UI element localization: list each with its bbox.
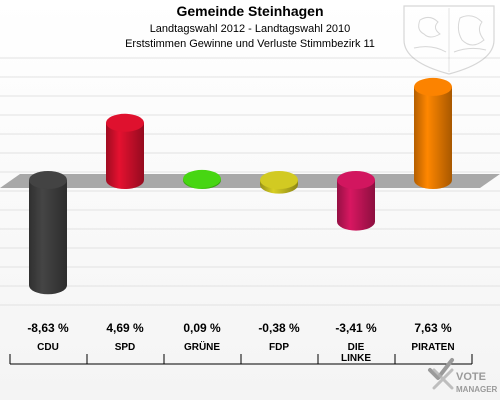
chart-subtitle-1: Landtagswahl 2012 - Landtagswahl 2010 [150,23,351,35]
logo-text-vote: VOTE [456,371,486,383]
bar-top-cap [414,77,452,96]
category-label: LINKE [341,353,371,364]
grid-lines [0,57,500,306]
bar-top-cap [260,171,298,189]
bar-grüne [183,169,221,189]
value-label: -8,63 % [27,321,69,335]
value-label: 0,09 % [183,321,221,335]
category-label: PIRATEN [411,342,454,353]
category-label: CDU [37,342,59,353]
bar-body [106,122,144,189]
bar-top-cap [106,113,144,132]
bar-piraten [414,77,452,189]
bar-body [414,86,452,189]
bar-body [337,180,375,231]
value-label: 4,69 % [106,321,144,335]
bar-die-linke [337,171,375,231]
bar-spd [106,113,144,189]
chart-title: Gemeinde Steinhagen [176,3,323,19]
bar-fdp [260,171,298,194]
vote-manager-logo: VOTE MANAGER [428,358,498,394]
value-label: 7,63 % [414,321,452,335]
bars-group [29,77,452,295]
value-label: -0,38 % [258,321,300,335]
check-x-icon [428,358,454,390]
chart-subtitle-2: Erststimmen Gewinne und Verluste Stimmbe… [125,38,375,50]
logo-text-manager: MANAGER [456,385,498,394]
bar-top-cap [29,171,67,189]
coat-of-arms-icon [403,5,495,75]
value-label: -3,41 % [335,321,377,335]
category-label: GRÜNE [184,340,220,353]
bar-cdu [29,171,67,295]
bar-top-cap [337,171,375,189]
bar-body [29,180,67,295]
category-label: FDP [269,342,289,353]
value-labels-group: -8,63 % 4,69 % 0,09 % -0,38 % -3,41 % 7,63 % [27,321,452,335]
category-label: DIE [348,342,365,353]
bar-top-cap [183,169,221,188]
category-label: SPD [115,342,136,353]
